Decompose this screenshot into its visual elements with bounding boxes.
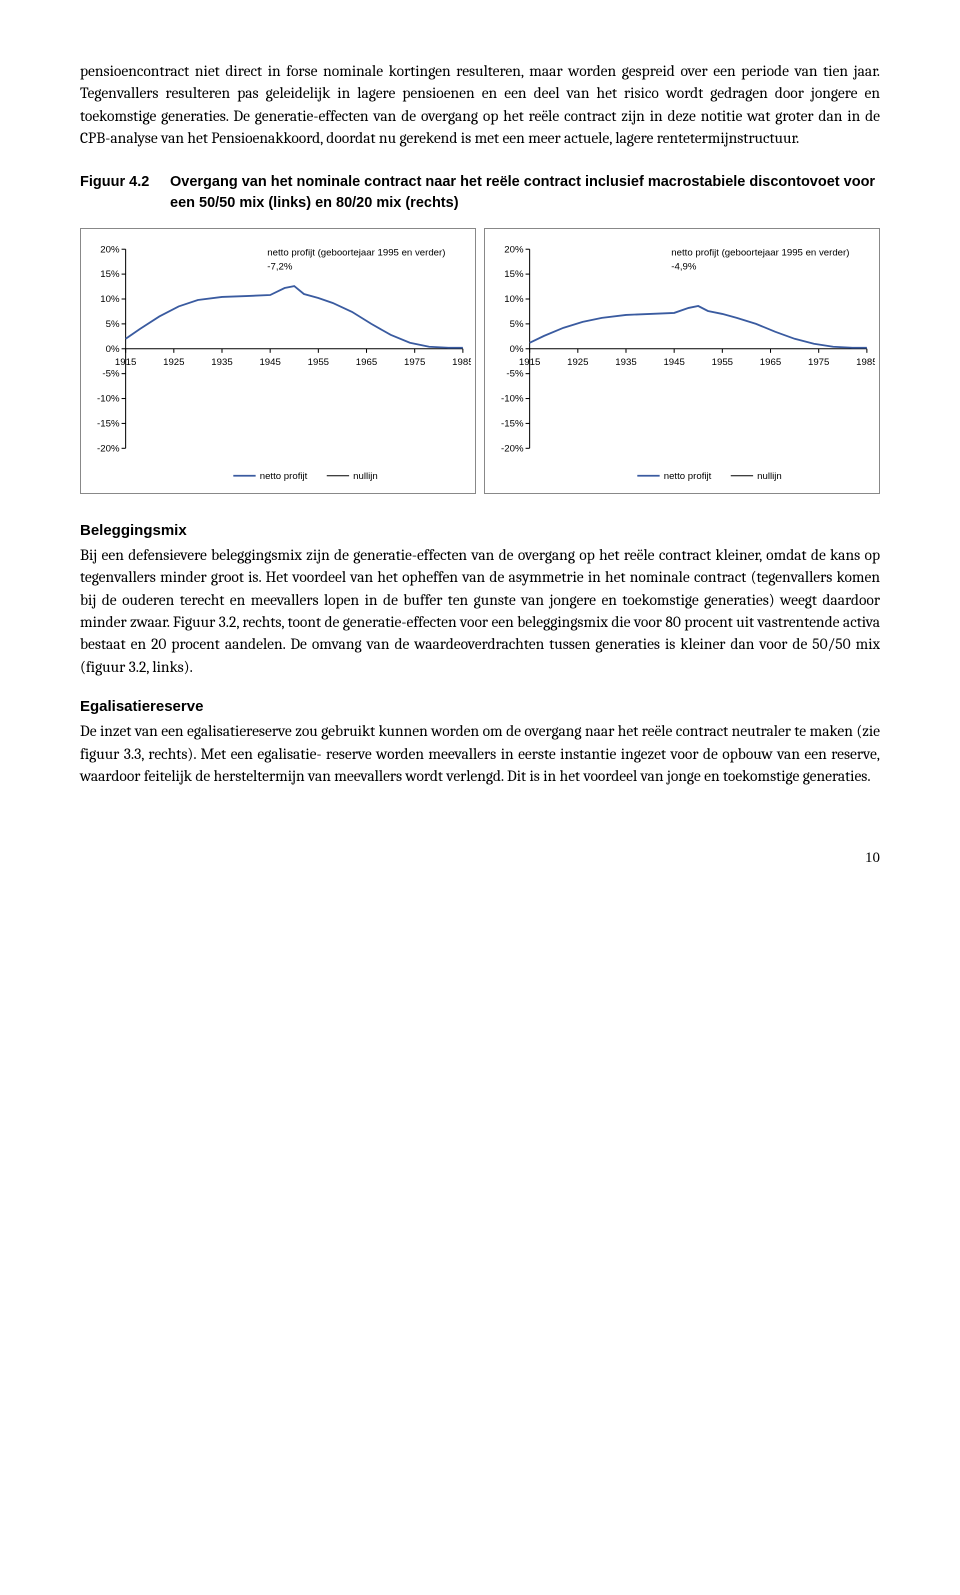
svg-text:1975: 1975 [808,357,829,368]
svg-text:netto profijt: netto profijt [664,471,712,482]
svg-text:1925: 1925 [567,357,588,368]
section-heading: Beleggingsmix [80,520,880,542]
chart-left: -20% -15% -10% -5% 0% 5% 10% 15% 20% 1915 1925 1935… [80,228,476,494]
svg-text:1945: 1945 [663,357,684,368]
svg-text:5%: 5% [106,319,120,330]
section-heading: Egalisatiereserve [80,696,880,718]
svg-text:netto profijt (geboortejaar 19: netto profijt (geboortejaar 1995 en verd… [671,247,849,258]
svg-text:-4,9%: -4,9% [671,261,697,272]
svg-text:1925: 1925 [163,357,184,368]
svg-text:10%: 10% [100,294,120,305]
svg-text:0%: 0% [510,344,524,355]
svg-text:10%: 10% [504,294,524,305]
svg-text:-7,2%: -7,2% [267,261,293,272]
svg-text:netto profijt (geboortejaar 19: netto profijt (geboortejaar 1995 en verd… [267,247,445,258]
svg-text:15%: 15% [100,269,120,280]
svg-text:-10%: -10% [501,393,524,404]
svg-text:-10%: -10% [97,393,120,404]
svg-text:1915: 1915 [115,357,136,368]
figure-caption: Figuur 4.2 Overgang van het nominale con… [80,172,880,214]
svg-text:1985: 1985 [452,357,471,368]
svg-text:netto profijt: netto profijt [260,471,308,482]
svg-text:1965: 1965 [356,357,377,368]
svg-text:1975: 1975 [404,357,425,368]
svg-text:1935: 1935 [211,357,232,368]
svg-text:-5%: -5% [506,369,524,380]
svg-text:5%: 5% [510,319,524,330]
svg-text:-15%: -15% [97,418,120,429]
figure-title: Overgang van het nominale contract naar … [170,172,880,214]
svg-text:1965: 1965 [760,357,781,368]
svg-text:-5%: -5% [102,369,120,380]
svg-text:1945: 1945 [259,357,280,368]
svg-text:20%: 20% [504,244,524,255]
svg-text:-20%: -20% [97,443,120,454]
figure-charts: -20% -15% -10% -5% 0% 5% 10% 15% 20% 1915 1925 1935… [80,228,880,494]
svg-text:20%: 20% [100,244,120,255]
svg-text:1955: 1955 [308,357,329,368]
section-egalisatiereserve: Egalisatiereserve De inzet van een egali… [80,696,880,787]
svg-text:15%: 15% [504,269,524,280]
svg-text:-20%: -20% [501,443,524,454]
page-number: 10 [80,848,880,870]
svg-text:1985: 1985 [856,357,875,368]
chart-right: -20% -15% -10% -5% 0% 5% 10% 15% 20% 1915 1925 1935… [484,228,880,494]
svg-text:1935: 1935 [615,357,636,368]
section-body: De inzet van een egalisatiereserve zou g… [80,720,880,787]
figure-label: Figuur 4.2 [80,172,170,214]
section-beleggingsmix: Beleggingsmix Bij een defensievere beleg… [80,520,880,679]
svg-text:nullijn: nullijn [353,471,378,482]
intro-paragraph: pensioencontract niet direct in forse no… [80,60,880,150]
svg-text:-15%: -15% [501,418,524,429]
svg-text:1915: 1915 [519,357,540,368]
svg-text:0%: 0% [106,344,120,355]
svg-text:nullijn: nullijn [757,471,782,482]
svg-text:1955: 1955 [712,357,733,368]
section-body: Bij een defensievere beleggingsmix zijn … [80,544,880,679]
